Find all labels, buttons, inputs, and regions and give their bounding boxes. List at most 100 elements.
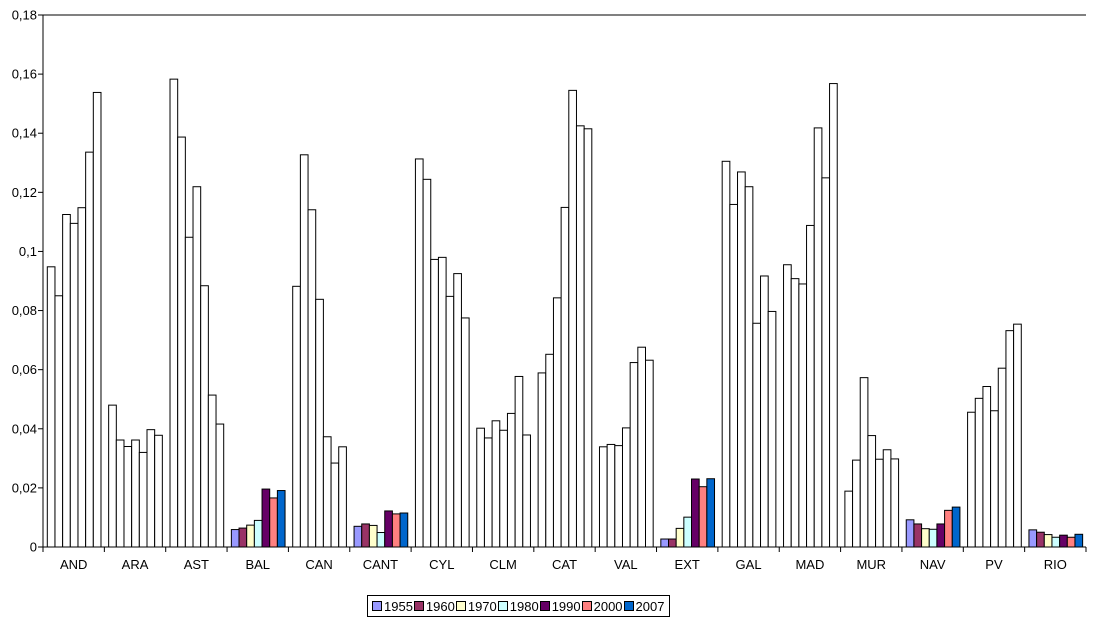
bar-cant-7 — [399, 512, 409, 548]
bar-ara-5 — [138, 451, 148, 548]
bar-mad-7 — [829, 83, 838, 548]
bar-ext-2 — [668, 538, 677, 548]
bar-clm-2 — [483, 437, 493, 548]
legend-swatch — [497, 601, 508, 611]
legend-item: 2007 — [623, 598, 665, 614]
bar-pv-7 — [1013, 323, 1022, 548]
bar-val-3 — [614, 445, 623, 548]
legend-label: 2007 — [635, 598, 665, 614]
bar-bal-3 — [246, 524, 255, 548]
bar-pv-1 — [967, 411, 976, 548]
y-tick-label: 0,14 — [12, 126, 37, 141]
bar-mur-2 — [852, 459, 861, 548]
bar-val-5 — [629, 362, 639, 548]
bar-mur-7 — [890, 458, 900, 548]
x-tick-label: RIO — [1044, 557, 1067, 572]
bar-nav-7 — [951, 506, 961, 548]
legend-item: 1955 — [372, 599, 413, 614]
bar-cyl-2 — [422, 178, 432, 548]
bar-cat-6 — [575, 125, 585, 548]
x-tick-label: GAL — [736, 557, 762, 572]
bar-ext-1 — [660, 538, 670, 548]
bar-pv-2 — [974, 397, 984, 548]
bar-ara-4 — [131, 439, 140, 548]
bar-cat-2 — [545, 353, 554, 548]
bars — [46, 78, 1084, 548]
bar-rio-6 — [1066, 536, 1076, 548]
bar-ast-5 — [200, 285, 209, 548]
bar-ara-3 — [123, 446, 133, 548]
x-tick-label: AST — [184, 557, 209, 572]
x-tick-label: MAD — [795, 557, 824, 572]
y-tick-label: 0 — [30, 540, 37, 555]
bar-mur-4 — [867, 435, 877, 548]
bar-cant-3 — [368, 524, 378, 548]
bar-gal-6 — [760, 275, 769, 548]
x-tick-label: MUR — [856, 557, 886, 572]
bar-ext-4 — [683, 516, 693, 548]
bar-clm-4 — [499, 429, 508, 548]
bar-rio-2 — [1036, 531, 1045, 548]
bar-cat-7 — [583, 128, 593, 548]
x-tick-label: BAL — [245, 557, 270, 572]
bar-can-6 — [330, 462, 340, 548]
bar-bal-5 — [261, 488, 271, 548]
x-tick-label: VAL — [614, 557, 638, 572]
bar-can-2 — [299, 154, 309, 548]
bar-nav-2 — [913, 523, 923, 548]
legend-swatch — [372, 601, 382, 611]
bar-mad-4 — [806, 224, 815, 548]
y-tick-label: 0,08 — [12, 303, 37, 318]
bar-mad-2 — [790, 278, 800, 548]
legend-swatch — [455, 601, 466, 611]
x-tick-label: ARA — [122, 557, 149, 572]
bar-cat-5 — [568, 89, 577, 548]
legend-label: 1990 — [551, 598, 581, 614]
bar-cyl-4 — [437, 256, 447, 548]
bar-mad-6 — [821, 177, 831, 548]
bar-can-4 — [315, 298, 324, 548]
bar-cyl-3 — [430, 258, 439, 548]
bar-ast-2 — [177, 136, 186, 548]
bar-cant-5 — [384, 510, 393, 548]
bar-cat-1 — [537, 372, 547, 548]
bar-cat-3 — [552, 297, 562, 548]
x-tick-label: CAN — [305, 557, 332, 572]
y-tick-label: 0,16 — [12, 67, 37, 82]
bar-can-5 — [322, 436, 332, 548]
bar-bal-6 — [269, 497, 278, 548]
bar-nav-4 — [928, 528, 938, 548]
bar-and-3 — [62, 214, 71, 548]
bar-cyl-7 — [460, 317, 470, 548]
bar-nav-5 — [936, 523, 946, 548]
x-tick-label: AND — [60, 557, 87, 572]
bar-cant-2 — [361, 523, 370, 548]
bar-cat-4 — [560, 206, 570, 548]
bar-cant-1 — [353, 525, 363, 548]
x-tick-label: PV — [985, 557, 1003, 572]
bar-clm-7 — [522, 434, 531, 548]
bar-and-4 — [69, 222, 79, 548]
bar-nav-6 — [944, 509, 953, 548]
x-axis: AND ARA AST BAL CAN CANT CYL CLM CAT VAL EXT GAL MAD… — [42, 546, 1087, 572]
bar-and-7 — [92, 91, 102, 548]
y-tick-label: 0,06 — [12, 362, 37, 377]
bar-can-7 — [338, 446, 347, 548]
bar-gal-1 — [721, 160, 731, 548]
bar-ara-7 — [154, 434, 163, 548]
legend-swatch — [413, 601, 424, 611]
bar-and-6 — [85, 151, 94, 548]
legend-item: 1990 — [539, 598, 581, 614]
bar-val-6 — [637, 346, 647, 548]
bar-ext-3 — [675, 527, 685, 548]
bar-ast-4 — [192, 186, 202, 548]
bar-bal-7 — [276, 490, 286, 548]
bar-gal-4 — [744, 186, 754, 548]
bar-ext-6 — [698, 486, 708, 548]
x-tick-label: CANT — [363, 557, 398, 572]
bar-rio-7 — [1074, 533, 1084, 548]
y-tick-label: 0,02 — [12, 480, 37, 495]
bar-pv-3 — [982, 386, 992, 548]
bar-ara-6 — [146, 429, 156, 548]
bar-can-3 — [307, 209, 317, 548]
